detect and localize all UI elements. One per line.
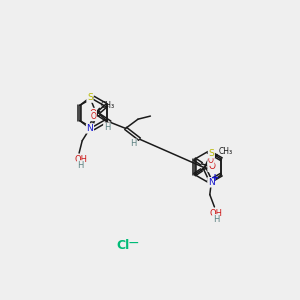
Text: O: O <box>208 156 214 165</box>
Text: H: H <box>213 215 219 224</box>
Text: −: − <box>128 236 140 250</box>
Text: CH₃: CH₃ <box>101 101 115 110</box>
Text: +: + <box>211 173 219 183</box>
Text: H: H <box>77 161 84 170</box>
Text: H: H <box>130 139 136 148</box>
Text: S: S <box>87 93 93 102</box>
Text: N: N <box>208 178 215 187</box>
Text: H: H <box>104 123 110 132</box>
Text: OH: OH <box>74 155 87 164</box>
Text: Cl: Cl <box>116 239 129 252</box>
Text: OH: OH <box>209 208 223 217</box>
Text: S: S <box>208 148 214 158</box>
Text: O: O <box>208 162 215 171</box>
Text: O: O <box>90 112 96 121</box>
Text: N: N <box>87 124 93 133</box>
Text: CH₃: CH₃ <box>219 147 233 156</box>
Text: O: O <box>89 109 96 118</box>
